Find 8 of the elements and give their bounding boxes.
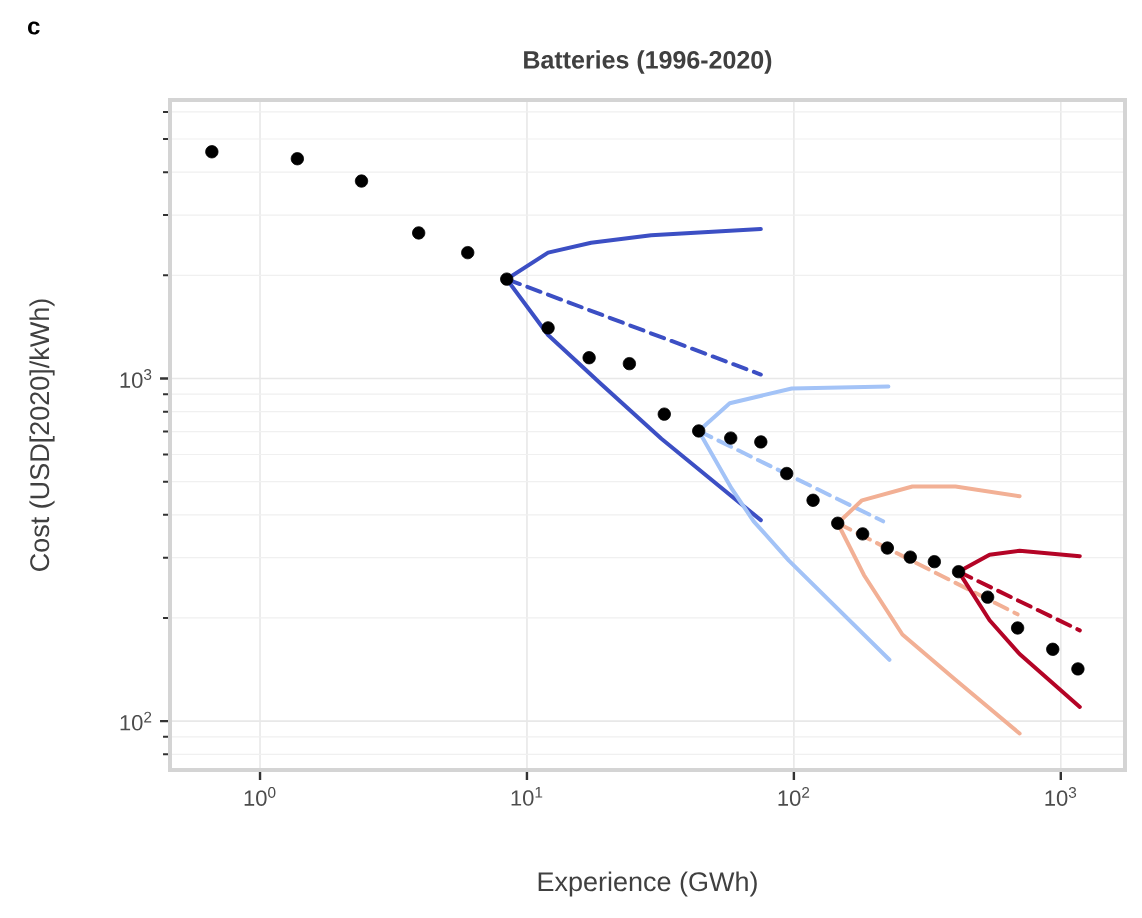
x-tick-label: 10$^{0}$: [244, 787, 276, 806]
x-tick-label: 10$^{1}$: [511, 787, 543, 806]
chart-title: Batteries (1996-2020): [524, 50, 772, 74]
text: c: [28, 21, 40, 35]
y-axis-title: Cost (USD[2020]/kWh): [29, 299, 55, 571]
x-tick-label: 10$^{3}$: [1045, 787, 1077, 806]
x-axis-title: Experience (GWh): [538, 871, 757, 897]
x-tick-label: 10$^{2}$: [778, 787, 810, 806]
